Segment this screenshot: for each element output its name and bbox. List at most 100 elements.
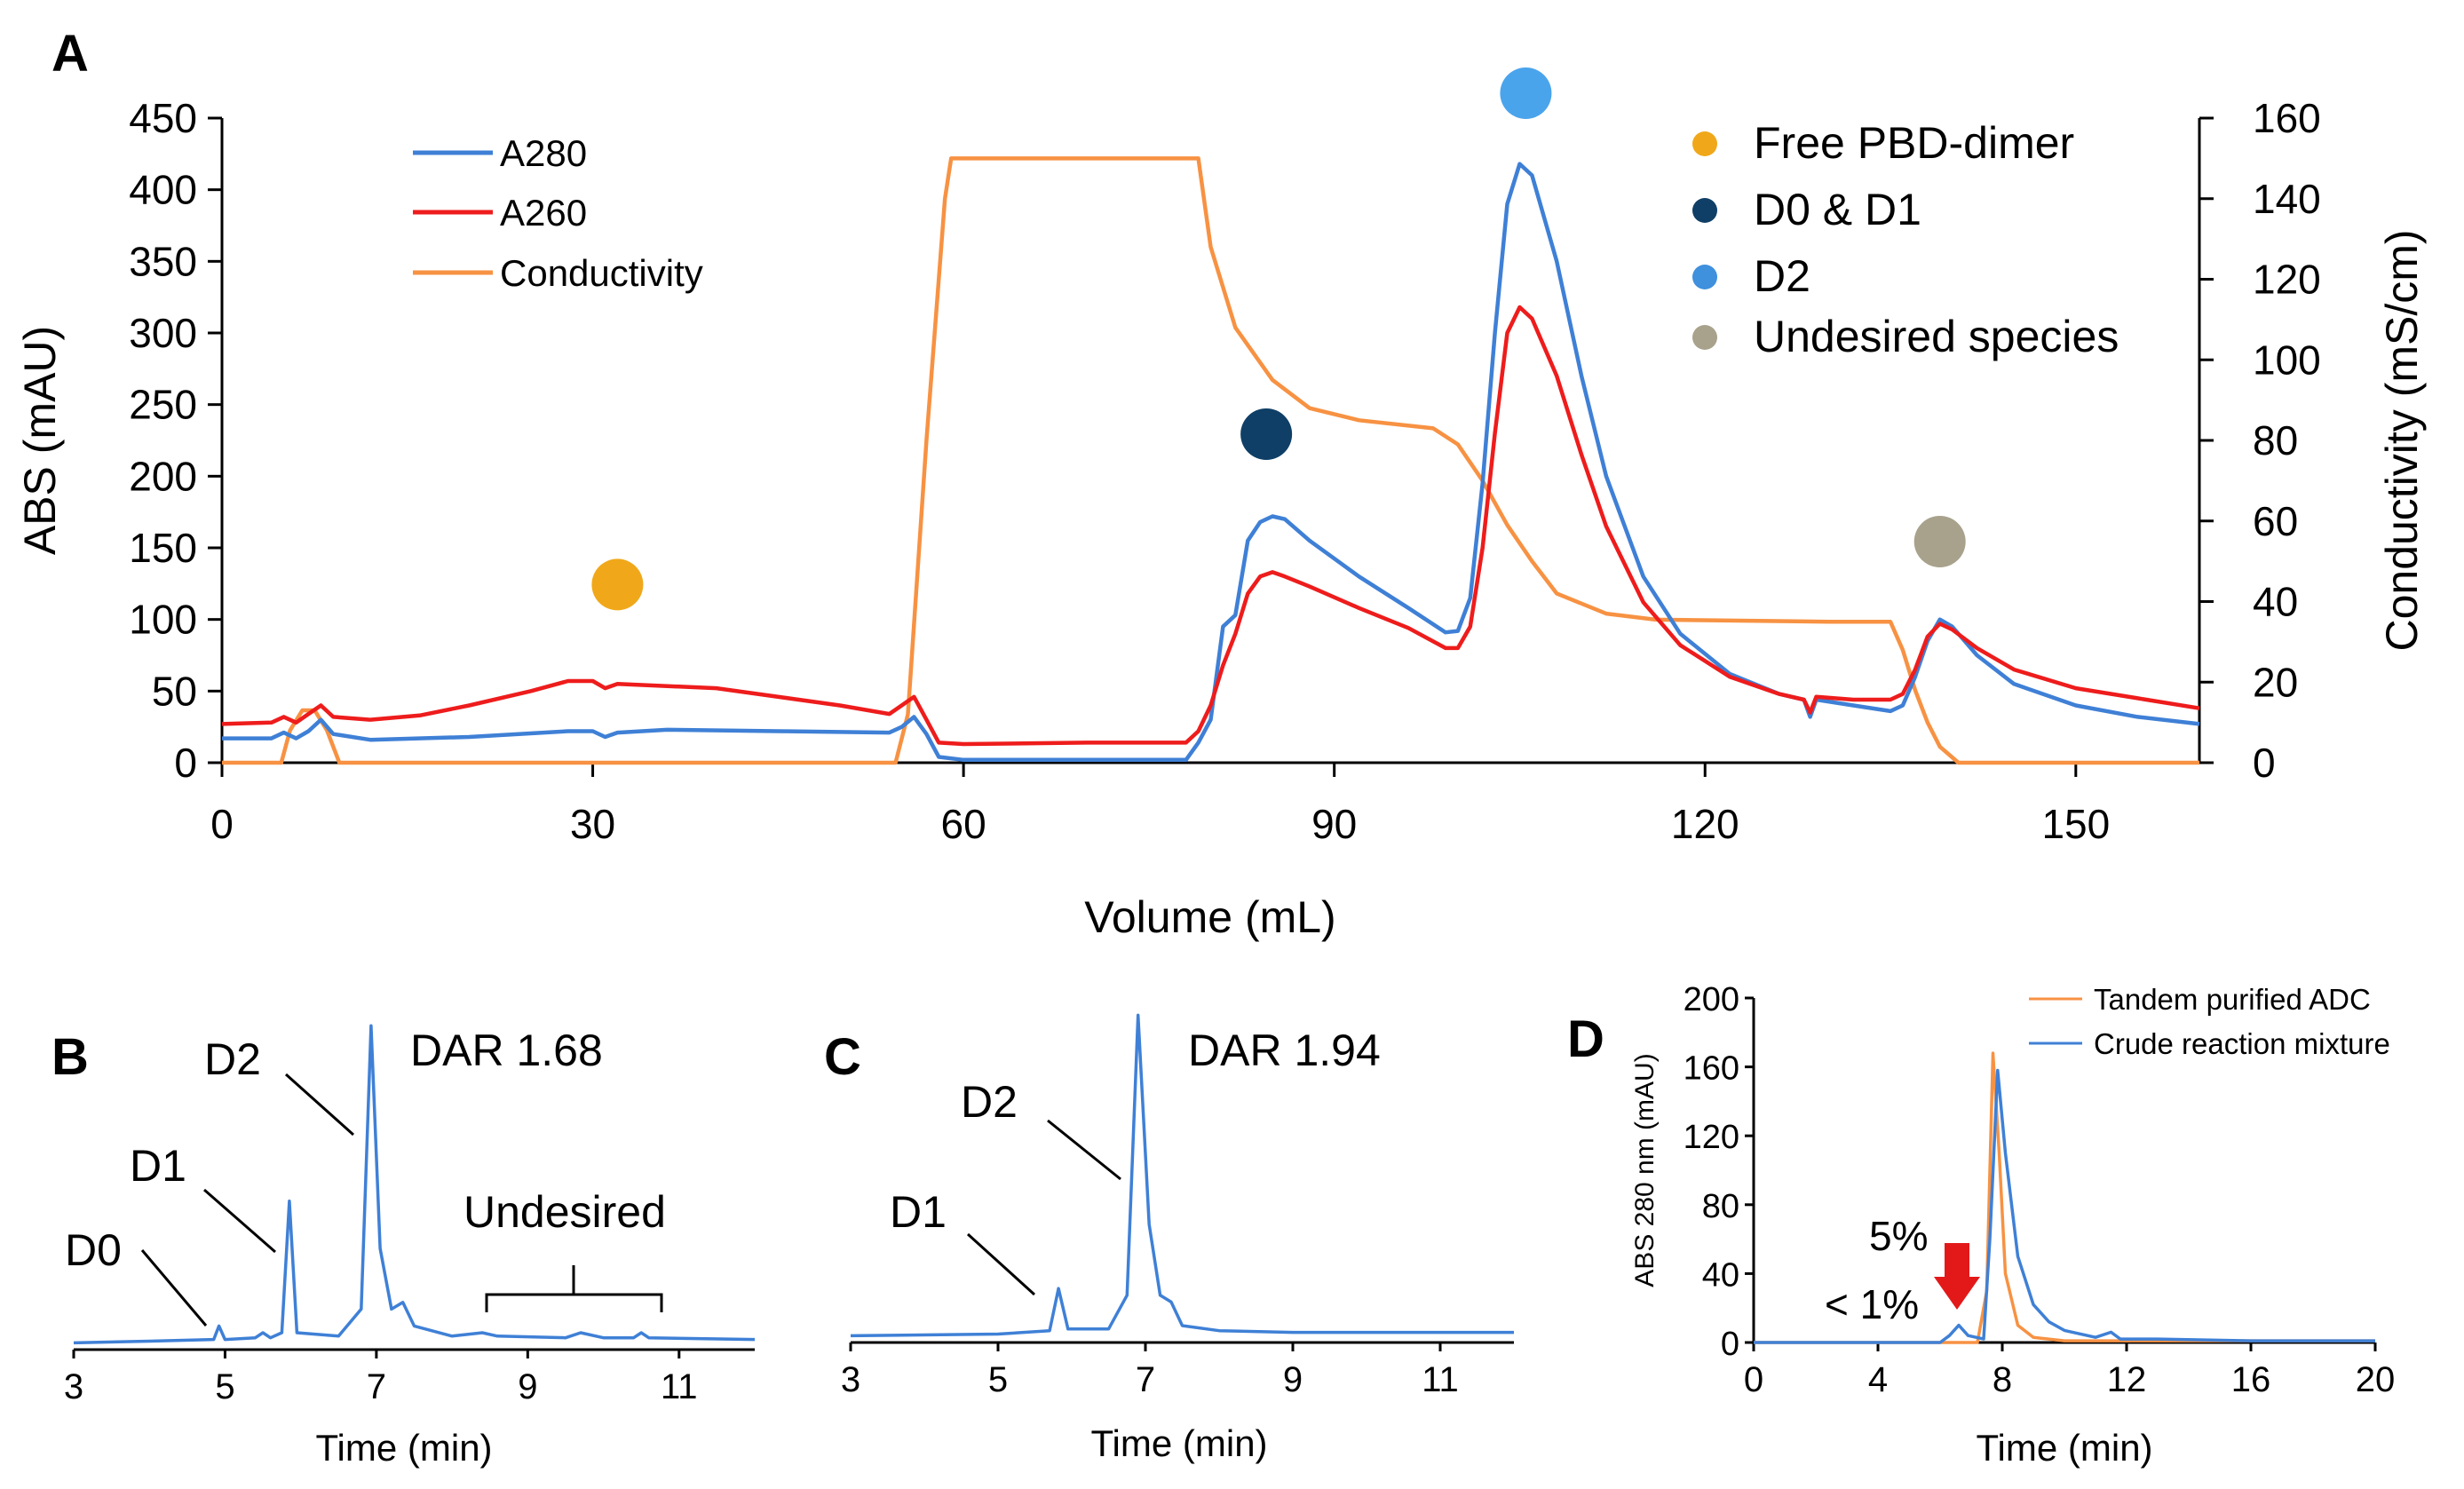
panel-a-series-a280 [222,162,2200,763]
panel-a-y-label: ABS (mAU) [15,326,65,555]
panel-a-y-tick-label: 250 [129,382,197,428]
legend-dot-free-pbd [1692,131,1717,156]
panel-letter-a: A [51,25,89,83]
panel-c-leader-d1 [966,1232,1036,1296]
panel-a-y2-tick-label: 60 [2253,498,2298,544]
panel-d-pct-1: < 1% [1825,1281,1919,1327]
panel-c-chart: 3 5 7 9 11 Time (min) DAR 1.94 D1 D2 [841,1013,1514,1464]
panel-a-y2-tick-label: 0 [2253,740,2276,786]
panel-a-peak-marker-1 [1240,408,1293,460]
legend-label-free-pbd: Free PBD-dimer [1754,118,2074,168]
panel-b-label-d1: D1 [130,1141,186,1191]
panel-a-y-tick-label: 0 [174,740,197,786]
panel-a-x-tick-label: 0 [210,801,234,847]
panel-a-y-tick-label: 200 [129,453,197,499]
panel-c-dar: DAR 1.94 [1188,1026,1381,1075]
panel-a-y2-tick-label: 40 [2253,579,2298,625]
panel-a-y2-tick-label: 100 [2253,337,2321,383]
panel-d-series-1 [1754,1068,2375,1344]
panel-b-series-0 [73,1024,756,1345]
panel-d-x-tick-label: 4 [1868,1360,1888,1399]
panel-d-x-tick-label: 12 [2107,1360,2147,1399]
panel-d-y-tick-label: 160 [1684,1050,1739,1088]
panel-a-y-tick-label: 350 [129,238,197,284]
panel-d-arrow [1934,1243,1980,1310]
panel-d-y-tick-label: 0 [1721,1326,1739,1363]
panel-d-x-tick-label: 16 [2231,1360,2271,1399]
panel-d-x-tick-label: 20 [2356,1360,2396,1399]
panel-a-y-tick-label: 450 [129,95,197,141]
legend-label-a280: A280 [500,132,587,174]
panel-b-x-label: Time (min) [315,1427,492,1469]
panel-d-y-label: ABS 280 nm (mAU) [1630,1053,1660,1287]
panel-a-series-conductivity [222,156,2199,765]
panel-a-x-tick-label: 90 [1311,801,1357,847]
panel-c-series-0 [850,1013,1514,1338]
panel-b-x-tick-label: 11 [661,1367,698,1406]
panel-b-leader-d0 [140,1249,208,1327]
panel-b-undesired-bracket [485,1265,663,1312]
legend-label-d0-d1: D0 & D1 [1754,185,1921,234]
legend-dot-d2 [1692,265,1717,289]
legend-dot-undesired [1692,325,1717,350]
panel-b-leader-d2 [284,1073,355,1137]
panel-a-y-tick-label: 100 [129,597,197,643]
panel-c-x-tick-label: 7 [1136,1360,1155,1399]
legend-label-conductivity: Conductivity [500,252,703,294]
panel-d-legend-label-tandem: Tandem purified ADC [2094,983,2371,1016]
panel-a-y-tick-label: 50 [152,668,197,714]
panel-a-y2-label: Conductivity (mS/cm) [2377,229,2427,651]
panel-c-label-d2: D2 [961,1077,1018,1127]
panel-b-x-tick-label: 3 [64,1367,83,1406]
panel-a-chart: 0 30 60 90 120 150050100150200250300350400450… [15,67,2427,942]
legend-label-d2: D2 [1754,251,1810,301]
panel-a-peak-marker-2 [1500,67,1552,119]
panel-d-y-tick-label: 80 [1702,1188,1739,1225]
panel-a-x-tick-label: 120 [1671,801,1739,847]
panel-letter-c: C [824,1028,861,1086]
panel-b-x-tick-label: 9 [518,1367,537,1406]
panel-b-x-tick-label: 5 [215,1367,234,1406]
panel-a-y2-tick-label: 120 [2253,257,2321,303]
panel-a-markers [591,67,1966,611]
panel-a-y-tick-label: 400 [129,167,197,213]
panel-a-peak-marker-0 [591,558,644,611]
panel-b-ticks: 3 5 7 9 11 [64,1350,698,1406]
panel-a-x-label: Volume (mL) [1084,892,1335,942]
panel-b-x-tick-label: 7 [367,1367,386,1406]
panel-d-x-label: Time (min) [1976,1427,2152,1469]
panel-b-series [73,1024,756,1345]
panel-d-pct-5: 5% [1869,1213,1928,1259]
panel-c-x-label: Time (min) [1090,1422,1267,1464]
panel-d-y-tick-label: 40 [1702,1256,1739,1294]
panel-a-y-tick-label: 150 [129,525,197,571]
panel-c-x-tick-label: 5 [988,1360,1008,1399]
panel-d-y-tick-label: 200 [1684,981,1739,1018]
panel-c-label-d1: D1 [890,1187,947,1237]
legend-dot-d0-d1 [1692,198,1717,223]
panel-c-ticks: 3 5 7 9 11 [841,1342,1459,1399]
panel-a-y-tick-label: 300 [129,310,197,356]
panel-a-y2-tick-label: 20 [2253,659,2298,705]
legend-label-undesired: Undesired species [1754,312,2119,361]
panel-a-line-legend: A280 A260 Conductivity [413,132,703,294]
panel-a-x-tick-label: 30 [570,801,615,847]
panel-b-dar: DAR 1.68 [410,1026,603,1075]
panel-d-y-tick-label: 120 [1684,1119,1739,1156]
panel-c-series [850,1013,1514,1338]
panel-a-ticks: 0 30 60 90 120 150050100150200250300350400450… [129,95,2321,847]
panel-a-x-tick-label: 150 [2041,801,2110,847]
panel-a-species-legend: Free PBD-dimer D0 & D1 D2 Undesired spec… [1692,118,2119,361]
panel-b-chart: 3 5 7 9 11 Time (min) DAR 1.68 D0 D1 D2 Unde… [64,1024,756,1469]
panel-a-y2-tick-label: 140 [2253,176,2321,222]
panel-c-x-tick-label: 11 [1422,1360,1459,1399]
panel-d-series-0 [1754,1051,2375,1344]
panel-d-legend-label-crude: Crude reaction mixture [2094,1027,2390,1060]
panel-a-peak-marker-3 [1913,515,1966,567]
panel-a-series-a260 [221,305,2200,747]
panel-letter-b: B [51,1028,89,1086]
legend-label-a260: A260 [500,192,587,234]
